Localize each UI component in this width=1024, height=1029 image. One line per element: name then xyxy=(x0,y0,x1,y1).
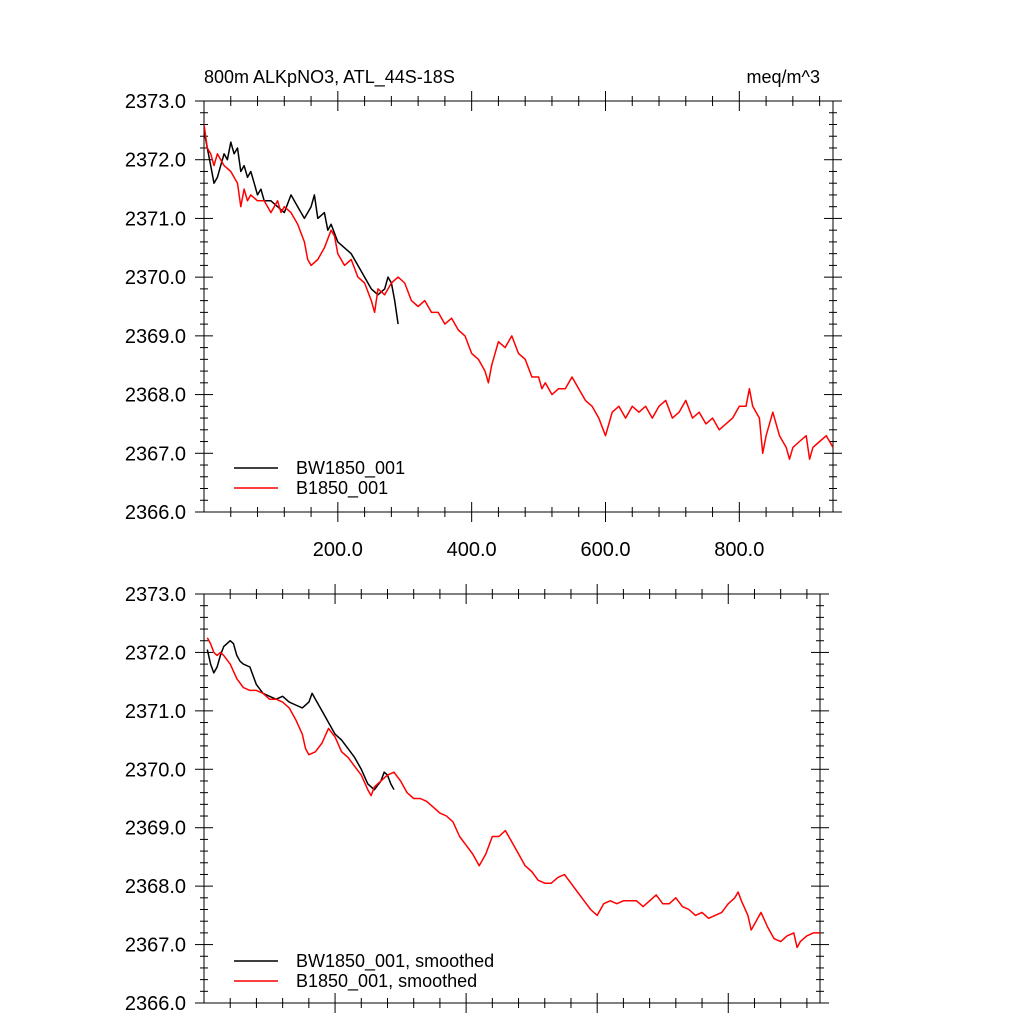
series-line-0 xyxy=(206,639,395,791)
y-tick-label: 2367.0 xyxy=(125,443,186,465)
x-tick-label: 200.0 xyxy=(313,539,363,561)
legend-label: B1850_001 xyxy=(296,478,388,499)
x-tick-label: 400.0 xyxy=(447,539,497,561)
plot-frame xyxy=(203,100,834,513)
y-tick-label: 2366.0 xyxy=(125,993,186,1015)
y-tick-label: 2366.0 xyxy=(125,502,186,524)
y-tick-label: 2368.0 xyxy=(125,876,186,898)
chart-title: 800m ALKpNO3, ATL_44S-18S xyxy=(204,67,455,88)
y-tick-label: 2371.0 xyxy=(125,208,186,230)
legend-label: B1850_001, smoothed xyxy=(296,971,477,992)
x-tick-label: 800.0 xyxy=(714,539,764,561)
y-tick-label: 2367.0 xyxy=(125,935,186,957)
y-tick-label: 2369.0 xyxy=(125,818,186,840)
legend-label: BW1850_001, smoothed xyxy=(296,951,494,972)
series-line-0 xyxy=(204,130,399,325)
y-tick-label: 2370.0 xyxy=(125,267,186,289)
plot-frame xyxy=(203,593,821,1004)
y-tick-label: 2371.0 xyxy=(125,701,186,723)
y-tick-label: 2372.0 xyxy=(125,150,186,172)
top-panel: 2366.0 2367.0 2368.0 2369.0 2370.0 2371.0 2372… xyxy=(125,91,842,561)
series-line-1 xyxy=(206,637,820,949)
y-tick-label: 2369.0 xyxy=(125,326,186,348)
y-tick-label: 2373.0 xyxy=(125,584,186,606)
y-tick-label: 2370.0 xyxy=(125,759,186,781)
x-tick-label: 600.0 xyxy=(580,539,630,561)
legend-label: BW1850_001 xyxy=(296,458,405,479)
y-tick-label: 2368.0 xyxy=(125,385,186,407)
y-tick-label: 2373.0 xyxy=(125,91,186,113)
series-line-1 xyxy=(204,124,833,460)
y-tick-label: 2372.0 xyxy=(125,642,186,664)
bottom-panel: 2366.0 2367.0 2368.0 2369.0 2370.0 2371.0 2372… xyxy=(125,584,829,1015)
chart-units: meq/m^3 xyxy=(747,67,820,87)
